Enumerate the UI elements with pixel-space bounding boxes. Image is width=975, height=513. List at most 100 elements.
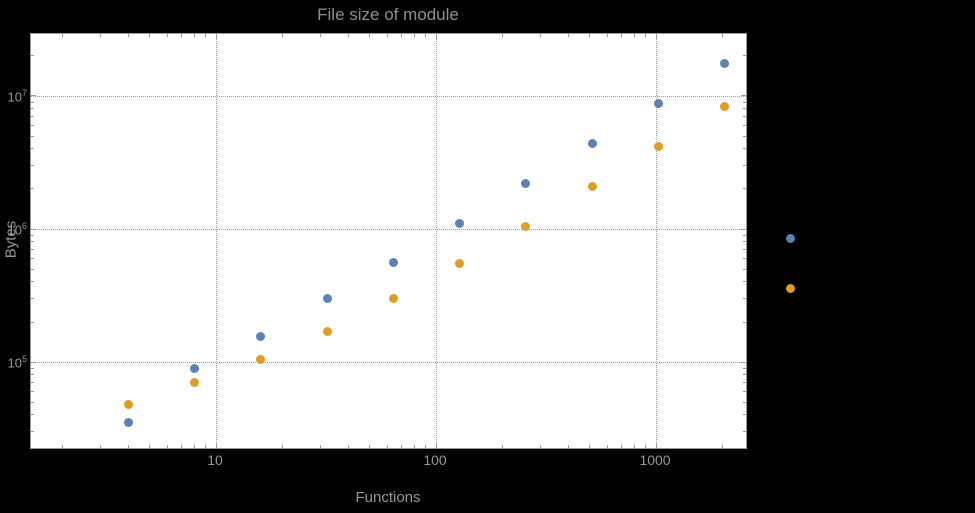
tick-mark <box>435 34 437 39</box>
tick-mark <box>743 234 746 236</box>
tick-mark <box>31 249 34 251</box>
tick-mark <box>743 431 746 433</box>
tick-mark <box>743 382 746 384</box>
tick-mark <box>655 443 657 448</box>
x-tick-label: 100 <box>423 452 447 468</box>
tick-mark <box>743 401 746 403</box>
tick-mark <box>31 382 34 384</box>
tick-mark <box>347 445 349 448</box>
tick-mark <box>621 34 623 37</box>
tick-mark <box>215 443 217 448</box>
tick-mark <box>215 34 217 39</box>
tick-mark <box>205 34 207 37</box>
tick-mark <box>31 391 34 393</box>
tick-mark <box>31 188 34 190</box>
tick-mark <box>743 165 746 167</box>
tick-mark <box>369 34 371 37</box>
tick-mark <box>127 34 129 37</box>
tick-mark <box>743 249 746 251</box>
tick-mark <box>414 445 416 448</box>
orange-data-point <box>256 354 266 364</box>
tick-mark <box>606 34 608 37</box>
orange-data-point <box>123 399 133 409</box>
tick-mark <box>425 34 427 37</box>
tick-mark <box>655 34 657 39</box>
tick-mark <box>127 445 129 448</box>
tick-mark <box>61 445 63 448</box>
gridline-horizontal <box>31 229 746 231</box>
tick-mark <box>743 188 746 190</box>
tick-mark <box>320 34 322 37</box>
blue-data-point <box>190 363 200 373</box>
tick-mark <box>194 445 196 448</box>
tick-mark <box>634 34 636 37</box>
x-axis-label: Functions <box>355 489 421 506</box>
tick-mark <box>743 374 746 376</box>
gridline-vertical <box>436 34 438 448</box>
tick-mark <box>645 445 647 448</box>
tick-mark <box>31 281 34 283</box>
tick-mark <box>501 445 503 448</box>
tick-mark <box>31 374 34 376</box>
tick-mark <box>281 445 283 448</box>
tick-mark <box>567 34 569 37</box>
tick-mark <box>31 125 34 126</box>
chart-title: File size of module <box>317 5 459 24</box>
gridline-vertical <box>656 34 658 448</box>
tick-mark <box>31 414 34 416</box>
tick-mark <box>31 268 34 270</box>
tick-mark <box>31 298 34 300</box>
tick-mark <box>31 135 34 137</box>
orange-data-point <box>455 259 465 269</box>
tick-mark <box>743 258 746 260</box>
tick-mark <box>320 445 322 448</box>
tick-mark <box>606 445 608 448</box>
tick-mark <box>567 445 569 448</box>
tick-mark <box>589 445 591 448</box>
orange-data-point <box>587 181 597 191</box>
tick-mark <box>743 414 746 416</box>
blue-data-point <box>123 418 133 428</box>
tick-mark <box>741 361 746 363</box>
tick-mark <box>721 34 723 37</box>
gridline-horizontal <box>31 362 746 364</box>
tick-mark <box>31 321 34 323</box>
tick-mark <box>540 445 542 448</box>
tick-mark <box>369 445 371 448</box>
orange-data-point <box>388 294 398 304</box>
tick-mark <box>743 125 746 126</box>
blue-data-point <box>653 98 663 108</box>
orange-data-point <box>653 141 663 151</box>
tick-mark <box>743 298 746 300</box>
tick-mark <box>100 34 102 37</box>
tick-mark <box>401 445 403 448</box>
orange-data-point <box>190 378 200 388</box>
tick-mark <box>425 445 427 448</box>
tick-mark <box>721 445 723 448</box>
y-tick-label: 106 <box>7 221 27 238</box>
tick-mark <box>743 148 746 150</box>
tick-mark <box>31 431 34 433</box>
blue-data-point <box>322 294 332 304</box>
tick-mark <box>743 101 746 103</box>
gridline-vertical <box>216 34 218 448</box>
gridline-horizontal <box>31 95 746 97</box>
tick-mark <box>634 445 636 448</box>
tick-mark <box>31 108 34 110</box>
tick-mark <box>31 367 34 369</box>
tick-mark <box>149 34 151 37</box>
y-axis-label: Bytes <box>2 220 20 259</box>
tick-mark <box>743 391 746 393</box>
tick-mark <box>205 445 207 448</box>
tick-mark <box>31 401 34 403</box>
tick-mark <box>149 445 151 448</box>
tick-mark <box>741 95 746 97</box>
x-tick-label: 1000 <box>639 452 671 468</box>
orange-data-point <box>322 326 332 336</box>
blue-data-point <box>720 59 729 69</box>
tick-mark <box>743 135 746 137</box>
tick-mark <box>501 34 503 37</box>
tick-mark <box>31 258 34 260</box>
tick-mark <box>401 34 403 37</box>
